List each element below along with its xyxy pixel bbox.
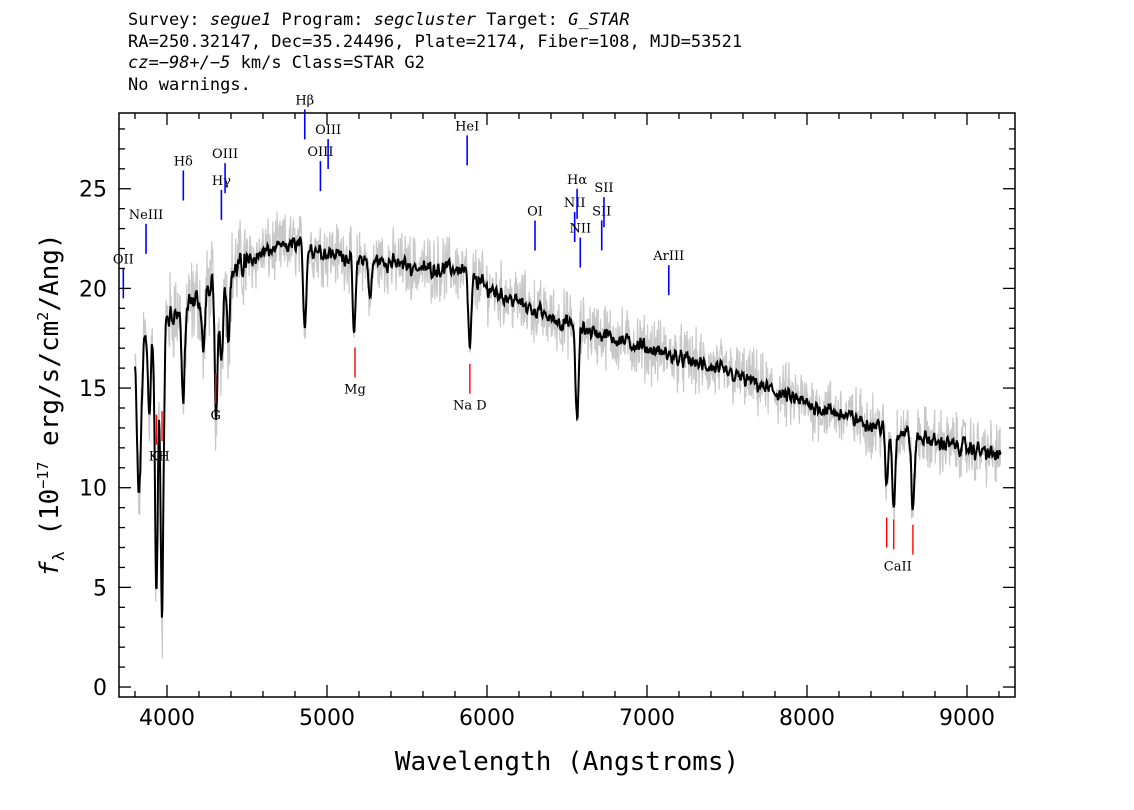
flux-series — [134, 236, 1002, 618]
emission-line-label: Hα — [567, 173, 587, 188]
emission-line-label: OIII — [212, 147, 238, 162]
x-tick-label: 9000 — [939, 706, 995, 731]
emission-line-label: HeI — [455, 119, 479, 134]
header-line-survey: Survey: segue1 Program: segcluster Targe… — [128, 10, 630, 30]
target-value: G_STAR — [568, 10, 630, 30]
program-value: segcluster — [373, 10, 477, 30]
y-tick-label: 15 — [79, 377, 107, 402]
y-tick-label: 5 — [93, 576, 107, 601]
emission-line-label: Hβ — [295, 93, 314, 108]
header-line-coords: RA=250.32147, Dec=35.24496, Plate=2174, … — [128, 31, 743, 52]
emission-line-label: SII — [592, 204, 611, 219]
y-tick-label: 25 — [79, 178, 107, 203]
emission-line-label: OI — [527, 205, 543, 220]
absorption-line-label: KH — [149, 450, 170, 465]
series-group — [134, 211, 1002, 659]
axis-ticks: 4000 5000 6000 7000 8000 9000 0 5 10 15 20 25 — [79, 113, 1015, 731]
x-tick-label: 5000 — [299, 706, 355, 731]
y-tick-label: 20 — [79, 277, 107, 302]
emission-line-label: OIII — [315, 123, 341, 138]
x-tick-label: 8000 — [779, 706, 835, 731]
y-axis-label: fλ (10−17 erg/s/cm2/Ang) — [34, 233, 68, 576]
x-axis-label: Wavelength (Angstroms) — [395, 747, 739, 777]
x-tick-label: 6000 — [459, 706, 515, 731]
absorption-line-label: Na D — [453, 399, 487, 414]
x-tick-label: 7000 — [619, 706, 675, 731]
emission-line-label: Hδ — [174, 155, 193, 170]
flux-error-series — [134, 211, 1001, 659]
absorption-line-label: G — [210, 409, 220, 424]
header-line-redshift: cz=−98+/−5 km/s Class=STAR G2 — [128, 53, 425, 73]
emission-line-label: NeIII — [129, 208, 163, 223]
survey-value: segue1 — [209, 10, 272, 30]
y-tick-label: 10 — [79, 477, 107, 502]
absorption-line-label: Mg — [344, 382, 366, 397]
y-tick-label: 0 — [93, 676, 107, 701]
x-tick-label: 4000 — [139, 706, 195, 731]
emission-line-label: ArIII — [652, 249, 684, 264]
emission-line-label: SII — [594, 181, 613, 196]
emission-line-label: NII — [569, 222, 591, 237]
spectrum-header: Survey: segue1 Program: segcluster Targe… — [128, 10, 742, 96]
emission-line-label: OII — [113, 252, 134, 267]
emission-line-label: Hγ — [212, 174, 231, 189]
header-line-warnings: No warnings. — [128, 74, 251, 95]
emission-line-label: OIII — [307, 145, 333, 160]
plot-frame — [118, 112, 1016, 698]
emission-line-label: NII — [564, 196, 586, 211]
absorption-line-label: CaII — [884, 560, 912, 575]
